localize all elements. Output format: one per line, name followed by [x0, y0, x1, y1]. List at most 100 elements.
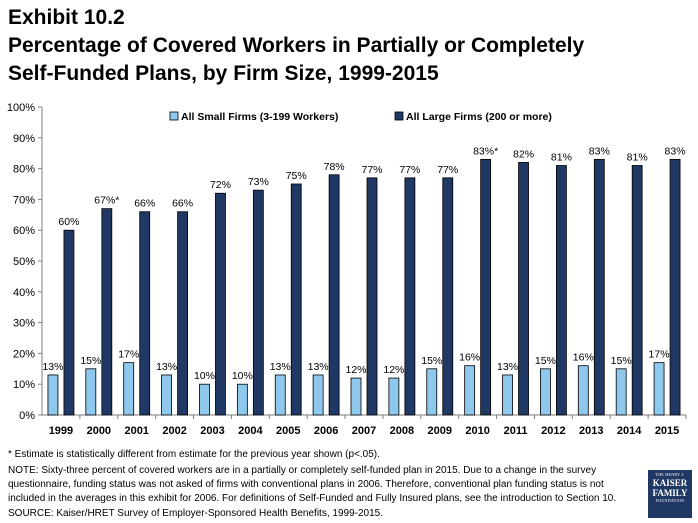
x-tick-label: 2008 — [390, 425, 414, 437]
chart-title-line-2: Self-Funded Plans, by Firm Size, 1999-20… — [8, 62, 439, 85]
large-firms-bar — [290, 183, 302, 416]
x-tick-label: 1999 — [49, 425, 73, 437]
source-footnote: SOURCE: Kaiser/HRET Survey of Employer-S… — [8, 508, 383, 519]
large-firms-bar — [252, 189, 264, 416]
x-tick-label: 2000 — [87, 425, 111, 437]
small-firms-bar — [85, 368, 97, 416]
small-firms-bar — [199, 383, 210, 416]
large-firms-data-label: 83%* — [473, 145, 498, 157]
x-tick-label: 2004 — [238, 425, 263, 437]
y-tick-label: 60% — [13, 225, 35, 237]
exhibit-number: Exhibit 10.2 — [8, 6, 125, 29]
small-firms-data-label: 16% — [573, 352, 594, 364]
large-firms-data-label: 78% — [324, 161, 345, 173]
large-firms-bar — [215, 192, 226, 416]
x-tick-label: 2011 — [504, 425, 528, 437]
small-firms-bar — [388, 377, 400, 416]
y-tick-label: 80% — [13, 164, 35, 176]
large-firms-data-label: 77% — [361, 164, 382, 176]
large-firms-data-label: 75% — [286, 170, 307, 182]
large-firms-bar — [404, 177, 416, 416]
large-firms-data-label: 72% — [210, 179, 231, 191]
x-tick-label: 2009 — [428, 425, 452, 437]
large-firms-bar — [631, 165, 643, 416]
small-firms-bar — [312, 374, 324, 416]
small-firms-bar — [464, 365, 476, 416]
y-tick-label: 30% — [13, 318, 35, 330]
kff-logo: THE HENRY J. KAISER FAMILY FOUNDATION — [648, 470, 692, 518]
chart-title-line-1: Percentage of Covered Workers in Partial… — [8, 34, 585, 57]
legend-swatch — [169, 111, 179, 121]
x-tick-label: 2015 — [655, 425, 679, 437]
small-firms-bar — [350, 377, 362, 416]
x-tick-label: 2014 — [617, 425, 642, 437]
x-tick-label: 2003 — [200, 425, 224, 437]
x-tick-label: 2012 — [541, 425, 565, 437]
large-firms-bar — [139, 211, 151, 416]
small-firms-bar — [615, 368, 627, 416]
large-firms-data-label: 83% — [665, 145, 686, 157]
y-tick-label: 50% — [13, 256, 35, 268]
small-firms-data-label: 17% — [118, 349, 139, 361]
y-tick-label: 20% — [13, 348, 35, 360]
large-firms-bar — [328, 174, 340, 416]
x-tick-label: 2006 — [314, 425, 338, 437]
large-firms-data-label: 66% — [172, 198, 193, 210]
large-firms-data-label: 77% — [437, 164, 458, 176]
bar-chart: 0% 10% 20% 30% 40% 50% 60% 70% 80% 90% 100% 1999 13%… — [7, 102, 687, 437]
large-firms-data-label: 60% — [58, 216, 79, 228]
title-block: Exhibit 10.2 Percentage of Covered Worke… — [8, 4, 688, 88]
legend-label: All Small Firms (3-199 Workers) — [181, 111, 338, 123]
x-tick-label: 2007 — [352, 425, 376, 437]
small-firms-bar — [426, 368, 438, 416]
small-firms-bar — [653, 362, 665, 416]
small-firms-bar — [47, 374, 59, 416]
small-firms-data-label: 13% — [308, 361, 329, 373]
large-firms-data-label: 81% — [551, 152, 572, 164]
large-firms-data-label: 66% — [134, 198, 155, 210]
small-firms-data-label: 15% — [421, 355, 442, 367]
small-firms-bar — [502, 374, 513, 416]
small-firms-bar — [540, 368, 551, 416]
large-firms-bar — [63, 229, 75, 416]
small-firms-data-label: 17% — [649, 349, 670, 361]
y-tick-label: 0% — [19, 410, 35, 422]
large-firms-bar — [101, 208, 113, 416]
logo-line-4: FOUNDATION — [655, 498, 685, 503]
y-tick-label: 90% — [13, 133, 35, 145]
x-tick-label: 2001 — [124, 425, 148, 437]
small-firms-data-label: 13% — [42, 361, 63, 373]
note-footnote: NOTE: Sixty-three percent of covered wor… — [8, 465, 617, 504]
small-firms-data-label: 16% — [459, 352, 480, 364]
small-firms-bar — [577, 365, 589, 416]
small-firms-data-label: 13% — [156, 361, 177, 373]
large-firms-data-label: 81% — [627, 152, 648, 164]
logo-line-3: FAMILY — [652, 488, 688, 498]
large-firms-data-label: 82% — [513, 148, 534, 160]
y-tick-label: 100% — [7, 102, 35, 114]
large-firms-data-label: 67%* — [94, 195, 119, 207]
small-firms-data-label: 15% — [80, 355, 101, 367]
y-tick-label: 10% — [13, 379, 35, 391]
large-firms-data-label: 83% — [589, 145, 610, 157]
small-firms-data-label: 12% — [345, 364, 366, 376]
small-firms-data-label: 13% — [270, 361, 291, 373]
small-firms-data-label: 10% — [194, 370, 215, 382]
large-firms-data-label: 73% — [248, 176, 269, 188]
x-tick-label: 2002 — [162, 425, 186, 437]
legend-swatch — [394, 111, 404, 121]
small-firms-bar — [123, 362, 135, 416]
large-firms-bar — [442, 177, 454, 416]
large-firms-bar — [518, 162, 529, 416]
small-firms-data-label: 10% — [232, 370, 253, 382]
small-firms-bar — [161, 374, 172, 416]
small-firms-data-label: 15% — [535, 355, 556, 367]
small-firms-bar — [274, 374, 286, 416]
small-firms-data-label: 13% — [497, 361, 518, 373]
large-firms-bar — [556, 165, 567, 416]
x-tick-label: 2005 — [276, 425, 300, 437]
x-tick-label: 2010 — [465, 425, 489, 437]
y-tick-label: 70% — [13, 194, 35, 206]
logo-line-2: KAISER — [652, 478, 688, 488]
y-tick-label: 40% — [13, 287, 35, 299]
